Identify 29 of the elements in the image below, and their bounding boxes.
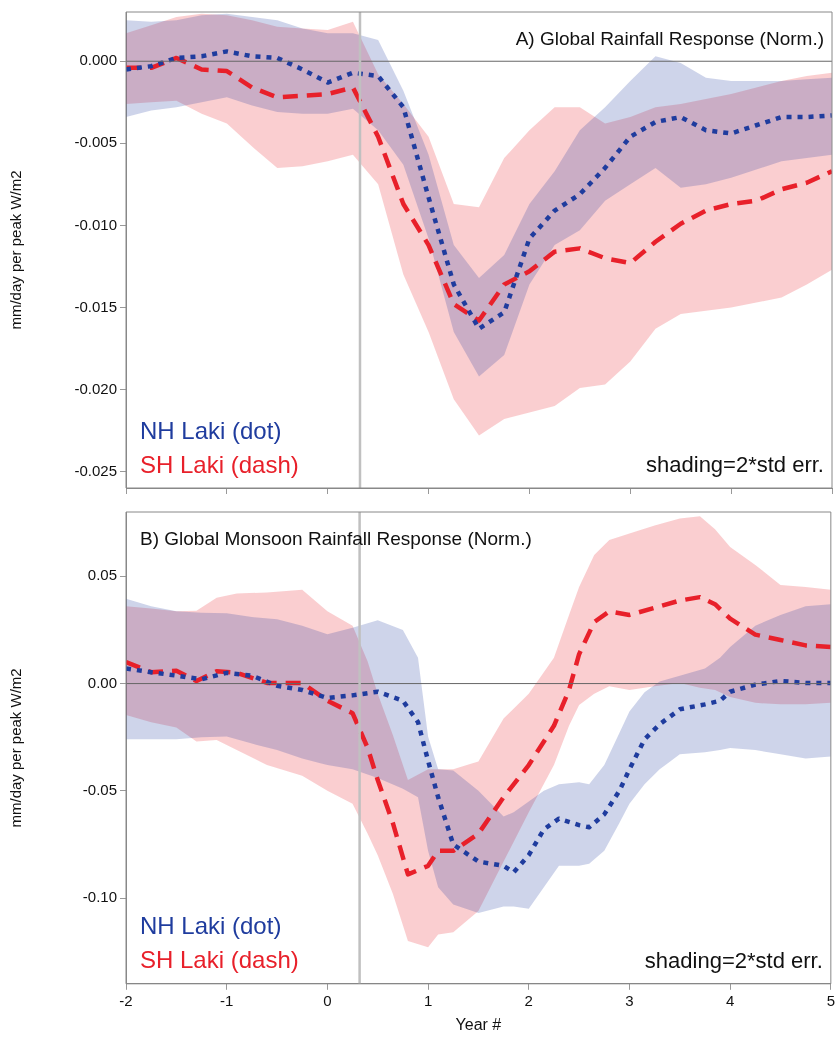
text: SH Laki (dash) bbox=[140, 946, 299, 974]
y-tick-label: 0.05 bbox=[87, 566, 117, 584]
y-tick-label: 0.000 bbox=[79, 51, 117, 69]
y-tick-label: -0.010 bbox=[74, 215, 117, 233]
text: NH Laki (dot) bbox=[140, 416, 282, 444]
x-tick-label: 4 bbox=[725, 991, 735, 1009]
y-tick-label: -0.020 bbox=[74, 379, 117, 397]
y-tick-label: -0.015 bbox=[74, 297, 117, 315]
text: A) Global Rainfall Response (Norm.) bbox=[515, 28, 824, 50]
annotation: shading=2*std err. bbox=[644, 947, 823, 973]
x-tick-label: 1 bbox=[423, 991, 433, 1009]
y-axis-title: mm/day per peak W/m2 bbox=[7, 170, 25, 330]
text: SH Laki (dash) bbox=[140, 450, 299, 478]
annotation: shading=2*std err. bbox=[646, 452, 824, 478]
x-tick-label: -2 bbox=[119, 991, 133, 1009]
y-tick-label: -0.10 bbox=[82, 888, 117, 906]
y-tick-label: -0.005 bbox=[74, 133, 117, 151]
x-tick-label: -1 bbox=[220, 991, 234, 1009]
y-axis-title: mm/day per peak W/m2 bbox=[7, 668, 25, 828]
x-tick-label: 3 bbox=[625, 991, 634, 1009]
text: B) Global Monsoon Rainfall Response (Norm.) bbox=[140, 528, 532, 550]
x-tick-label: 5 bbox=[826, 991, 835, 1009]
x-axis-title: Year # bbox=[455, 1015, 502, 1033]
text: NH Laki (dot) bbox=[140, 912, 282, 940]
x-tick-label: 2 bbox=[524, 991, 533, 1009]
y-tick-label: 0.00 bbox=[87, 673, 117, 691]
y-tick-label: -0.05 bbox=[82, 780, 117, 798]
y-tick-label: -0.025 bbox=[74, 461, 117, 479]
x-tick-label: 0 bbox=[323, 991, 332, 1009]
